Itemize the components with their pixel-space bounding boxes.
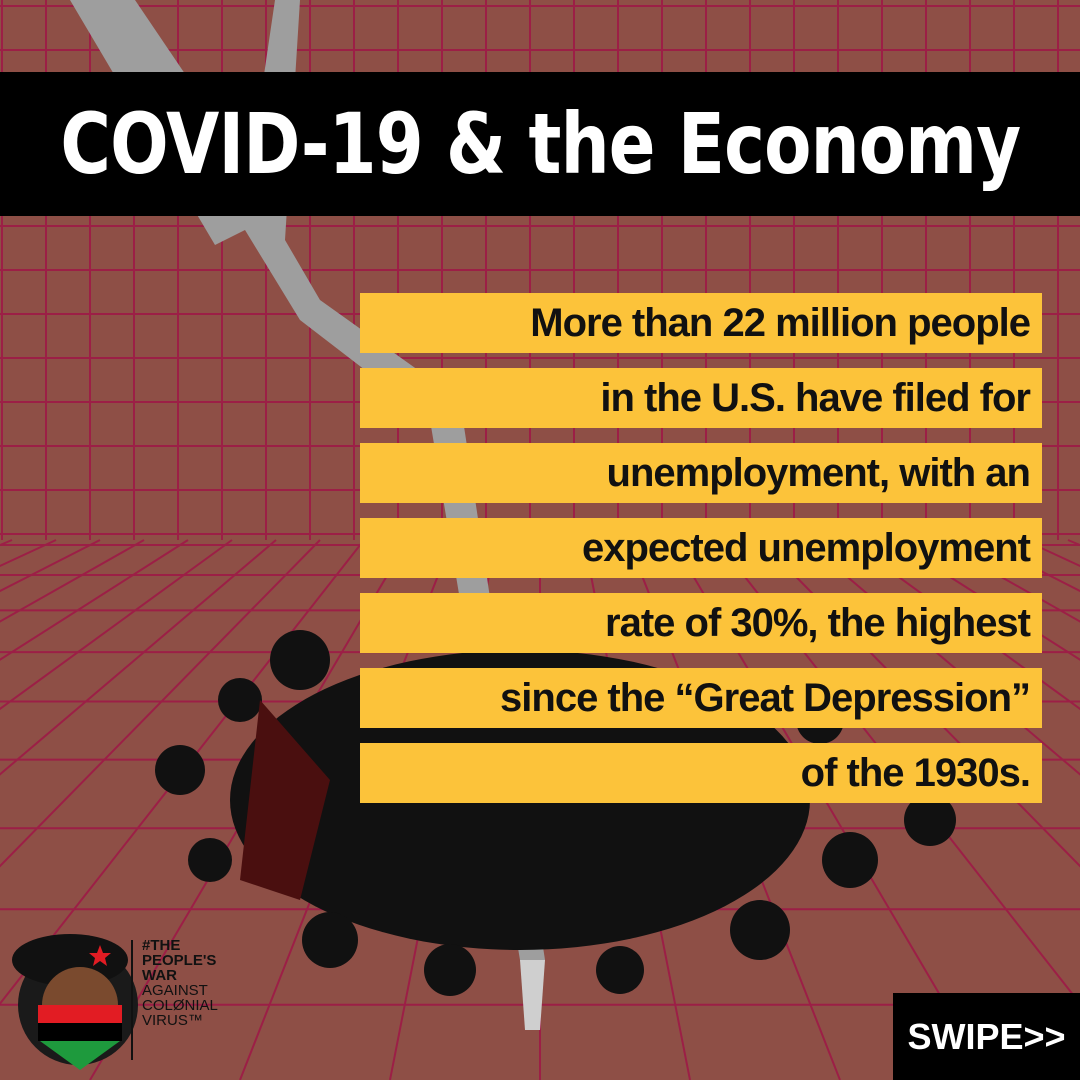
grid-line <box>0 539 233 711</box>
text-line: of the 1930s. <box>360 743 1042 803</box>
logo-badge <box>12 934 138 1070</box>
grid-line <box>0 539 365 1006</box>
text-line: More than 22 million people <box>360 293 1042 353</box>
grid-line <box>0 539 321 868</box>
title-bar: COVID-19 & the Economy <box>0 72 1080 216</box>
logo-line: AGAINST <box>142 982 208 999</box>
logo-line: WAR <box>142 967 177 984</box>
logo-text: #THE PEOPLE'S WAR AGAINST COLØNIAL VIRUS™ <box>142 938 218 1028</box>
logo-line: #THE <box>142 937 181 954</box>
swipe-button[interactable]: SWIPE>> <box>893 993 1080 1080</box>
text-line: expected unemployment <box>360 518 1042 578</box>
text-line: since the “Great Depression” <box>360 668 1042 728</box>
grid-line <box>0 539 277 776</box>
text-line: rate of 30%, the highest <box>360 593 1042 653</box>
title: COVID-19 & the Economy <box>60 95 1021 193</box>
logo-line: COLØNIAL <box>142 997 218 1014</box>
logo-line: PEOPLE'S <box>142 952 217 969</box>
text-line: in the U.S. have filed for <box>360 368 1042 428</box>
logo-line: VIRUS™ <box>142 1012 203 1029</box>
text-line: unemployment, with an <box>360 443 1042 503</box>
grid-line <box>0 539 189 661</box>
